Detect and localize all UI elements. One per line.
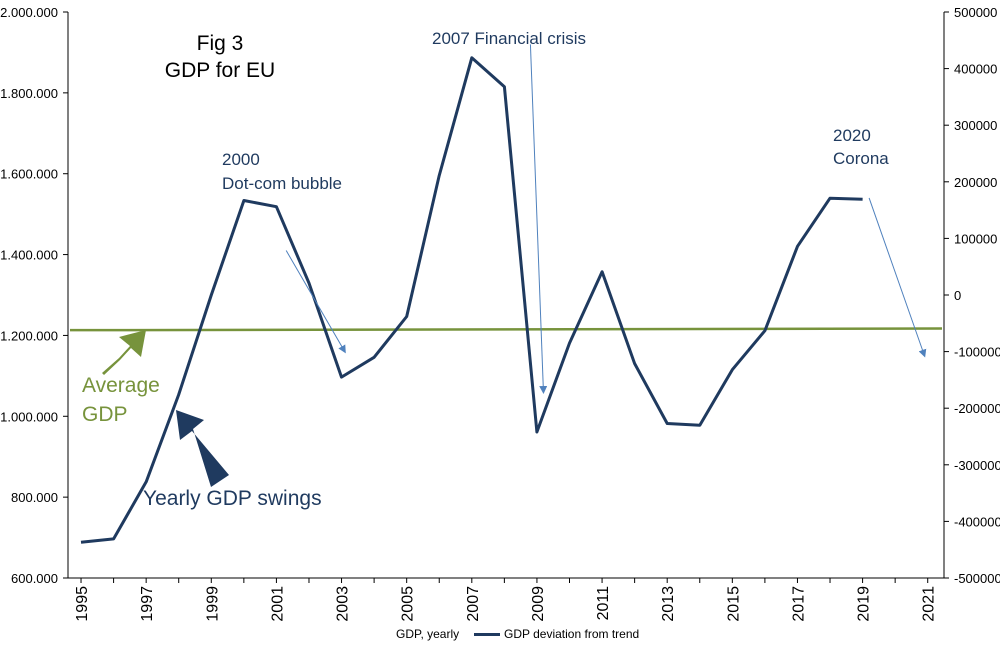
chart-title-line1: Fig 3 — [196, 32, 244, 55]
deviation-series-line — [80, 56, 863, 544]
right-y-tick-label: 300000 — [954, 118, 997, 133]
corona-year-annotation: 2020 — [833, 126, 871, 145]
legend-deviation-swatch — [474, 632, 500, 636]
right-y-tick-label: -400000 — [954, 514, 1000, 529]
average-gdp-line — [69, 327, 943, 332]
legend-gdp-label: GDP, yearly — [396, 627, 460, 641]
right-y-tick-label: 400000 — [954, 62, 997, 77]
right-y-tick-label: -300000 — [954, 458, 1000, 473]
legend-item-deviation: GDP deviation from trend — [474, 627, 639, 641]
yearly-swings-label: Yearly GDP swings — [143, 487, 322, 510]
annotation-arrow — [285, 250, 346, 354]
left-y-tick-label: 1.000.000 — [0, 409, 58, 424]
x-tick-label: 2015 — [725, 586, 742, 622]
average-gdp-pointer-arrow — [102, 330, 146, 375]
corona-label-annotation: Corona — [833, 149, 889, 168]
axes: 600.000 800.000 1.000.000 1.200.000 1.400.00… — [0, 5, 1000, 622]
right-y-tick-label: -100000 — [954, 345, 1000, 360]
right-y-tick-label: 0 — [954, 288, 961, 303]
dotcom-year-annotation: 2000 — [222, 150, 260, 169]
right-y-tick-label: -500000 — [954, 571, 1000, 586]
annotation-arrow — [868, 197, 927, 358]
x-tick-label: 2009 — [530, 586, 547, 622]
x-tick-label: 1995 — [74, 586, 91, 622]
x-tick-label: 2007 — [465, 586, 482, 622]
x-tick-label: 2003 — [335, 586, 352, 622]
right-y-tick-label: 200000 — [954, 175, 997, 190]
average-gdp-label-line1: Average — [82, 374, 160, 397]
right-y-tick-label: 100000 — [954, 231, 997, 246]
x-tick-label: 1999 — [204, 586, 221, 622]
dotcom-label-annotation: Dot-com bubble — [222, 174, 343, 193]
yearly-swings-pointer-arrow — [176, 410, 229, 487]
right-y-tick-label: 500000 — [954, 5, 997, 20]
annotation-arrows — [285, 44, 927, 395]
x-tick-label: 2017 — [790, 586, 807, 622]
x-tick-label: 2013 — [660, 586, 677, 622]
left-y-tick-label: 800.000 — [11, 490, 58, 505]
legend-deviation-label: GDP deviation from trend — [504, 627, 640, 641]
deviation-series-group — [80, 56, 863, 544]
average-gdp-label-line2: GDP — [82, 403, 128, 426]
left-y-tick-label: 600.000 — [11, 571, 58, 586]
right-y-tick-label: -200000 — [954, 401, 1000, 416]
financial-crisis-annotation: 2007 Financial crisis — [432, 29, 587, 48]
annotation-arrow — [529, 44, 548, 395]
x-tick-label: 2005 — [400, 586, 417, 622]
x-tick-label: 2021 — [921, 586, 938, 622]
average-gdp-line-group — [69, 327, 943, 332]
left-y-tick-label: 1.400.000 — [0, 248, 58, 263]
callout-arrows — [102, 330, 229, 487]
x-tick-label: 2019 — [856, 586, 873, 622]
legend-item-gdp: GDP, yearly — [396, 627, 459, 641]
chart-title-line2: GDP for EU — [164, 59, 276, 82]
x-tick-label: 2001 — [269, 586, 286, 622]
left-y-tick-label: 1.600.000 — [0, 167, 58, 182]
left-y-tick-label: 1.200.000 — [0, 328, 58, 343]
left-y-tick-label: 1.800.000 — [0, 86, 58, 101]
left-y-tick-label: 2.000.000 — [0, 5, 58, 20]
x-tick-label: 2011 — [595, 586, 612, 621]
x-tick-label: 1997 — [139, 586, 156, 622]
